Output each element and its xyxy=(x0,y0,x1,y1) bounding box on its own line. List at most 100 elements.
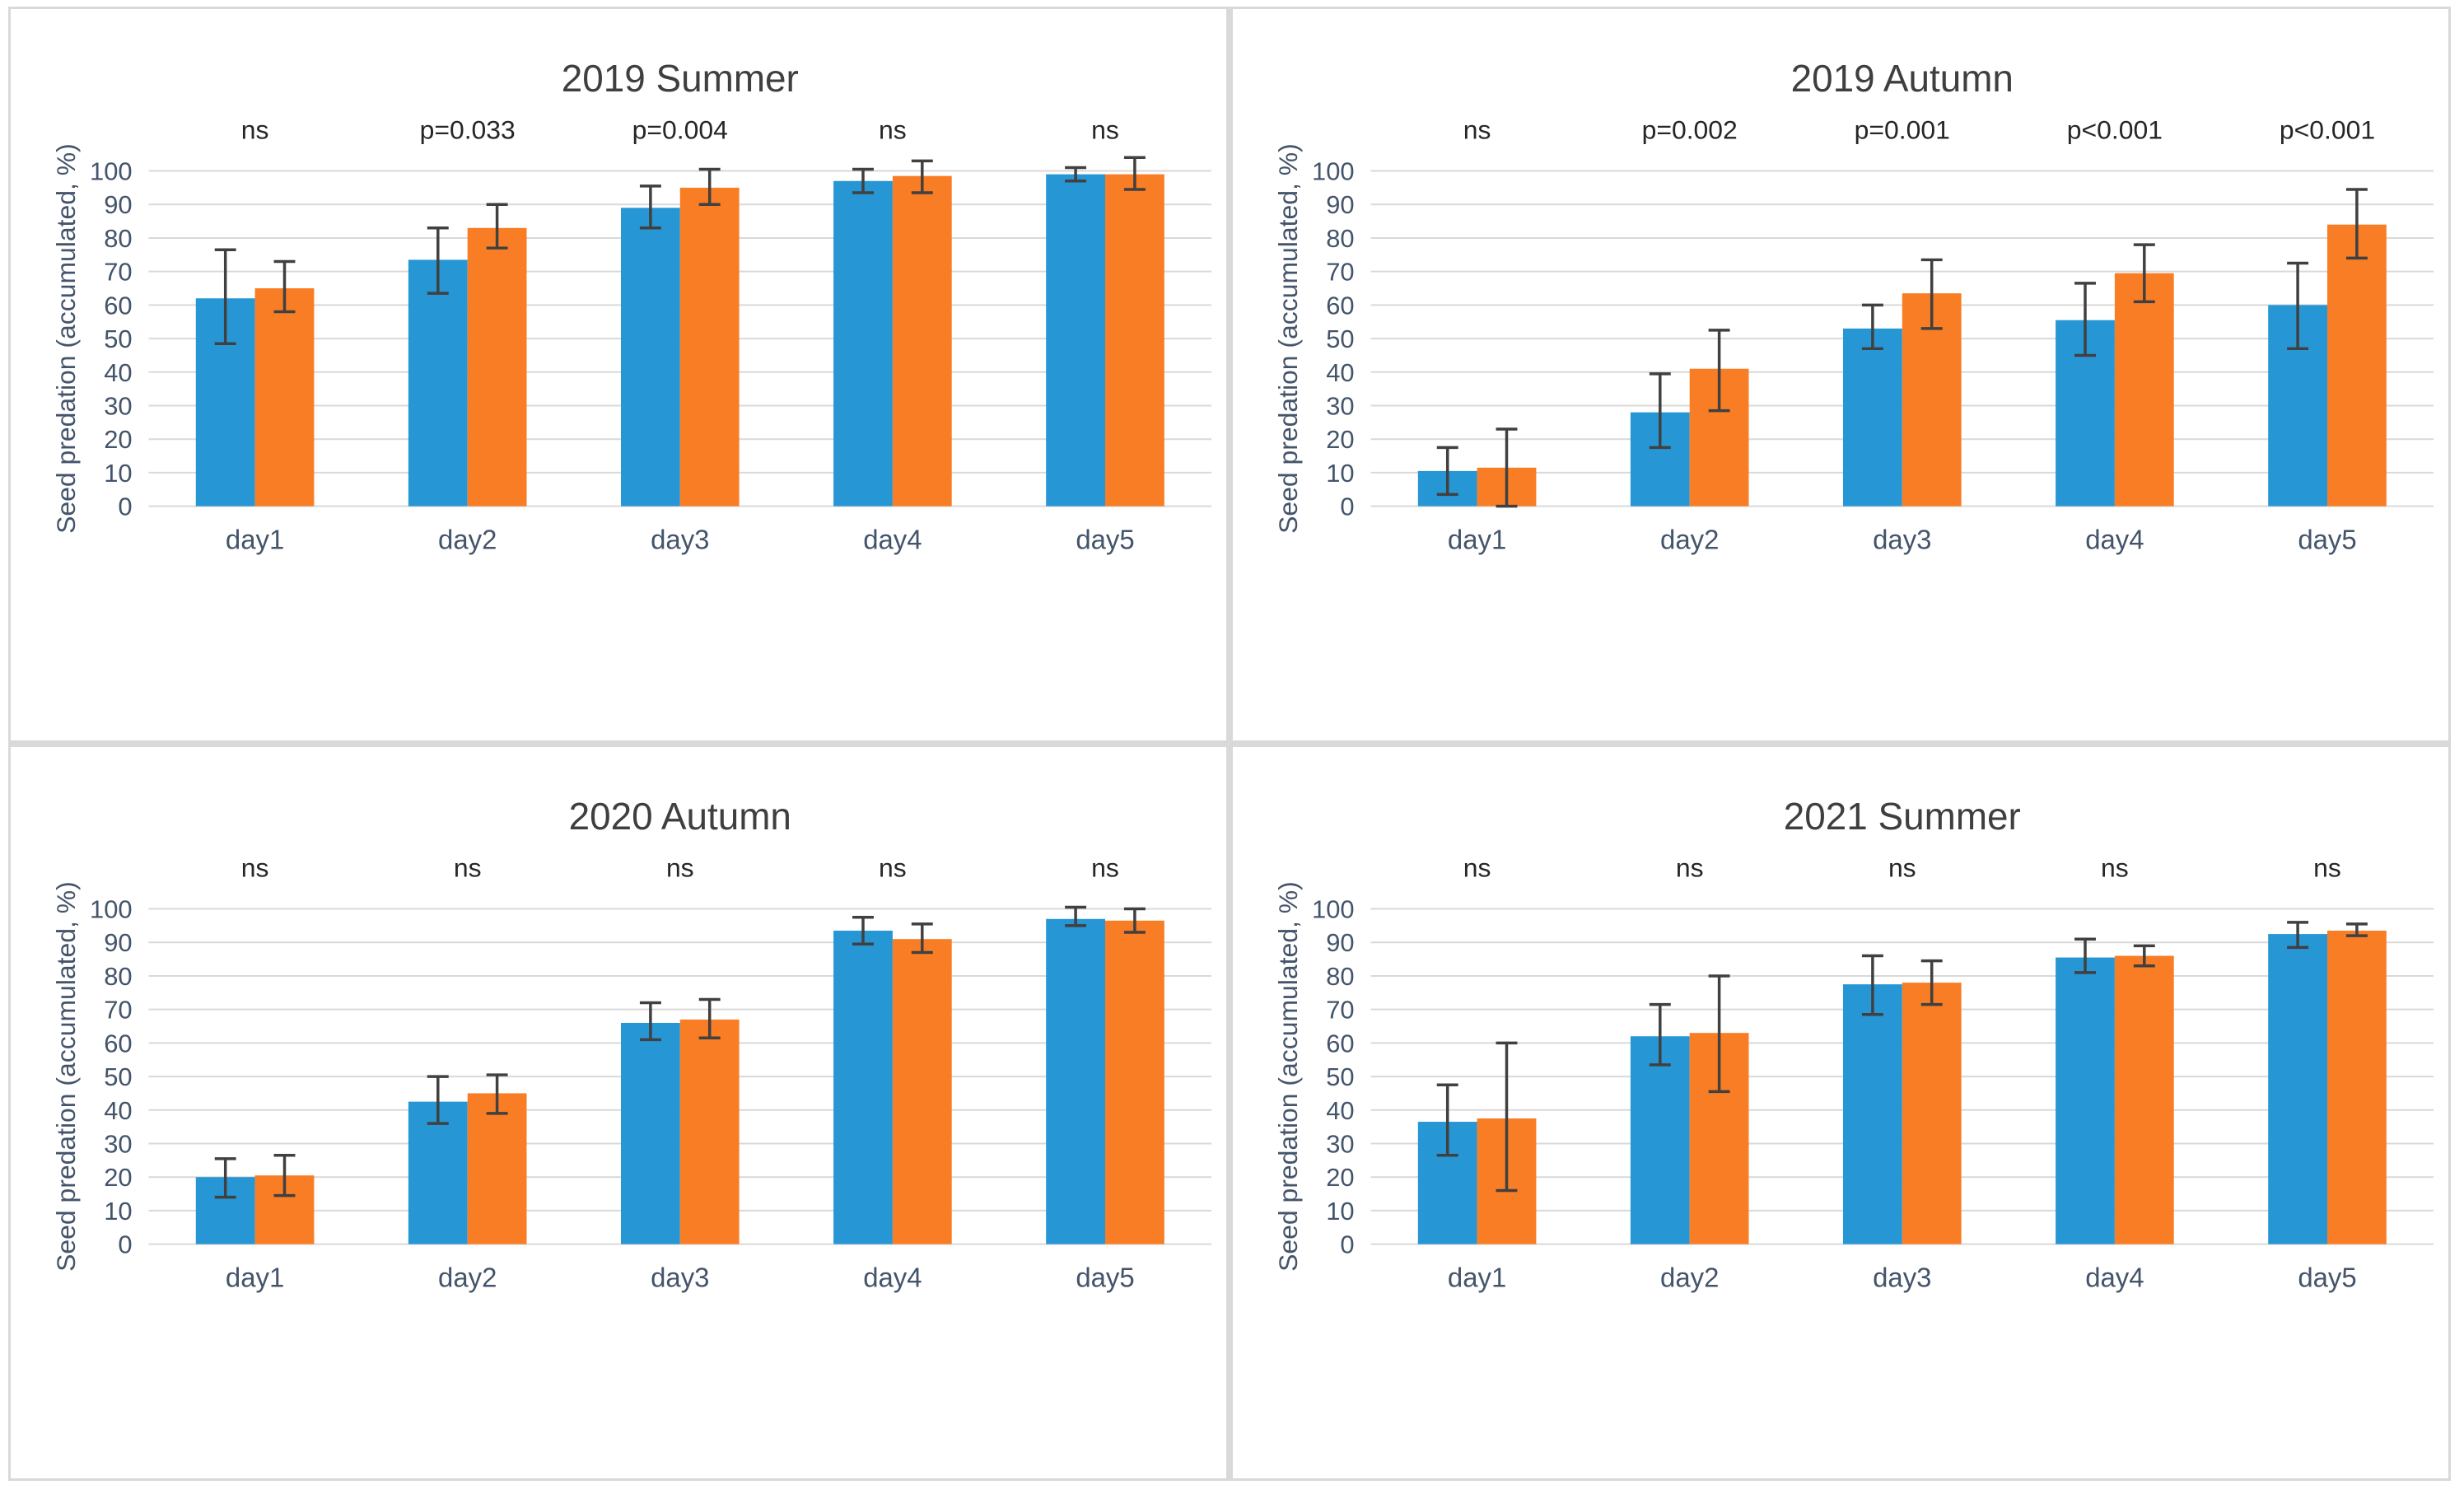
x-tick-label: day3 xyxy=(1873,525,1931,555)
vertical-divider xyxy=(1226,747,1233,1478)
y-tick-label: 20 xyxy=(1326,425,1354,454)
y-tick-label: 10 xyxy=(1326,1197,1354,1226)
y-tick-label: 60 xyxy=(104,291,132,320)
error-bar-blue-series-day4 xyxy=(2074,937,2096,974)
bar-blue-series-day2 xyxy=(408,259,468,507)
significance-annotation: ns xyxy=(666,853,694,883)
bar-orange-series-day3 xyxy=(679,187,740,507)
error-bar-blue-series-day4 xyxy=(852,167,874,194)
bar-blue-series-day3 xyxy=(620,208,680,507)
chart-panel-bottom-right: 2021 Summer 0 10 20 30 40 50 60 70 80 90 100 Seed pr… xyxy=(1233,747,2448,1478)
error-bar-blue-series-day1 xyxy=(214,248,236,345)
bar-orange-series-day1 xyxy=(254,288,315,507)
error-bar-orange-series-day2 xyxy=(486,1073,508,1115)
y-tick-label: 30 xyxy=(1326,1129,1354,1158)
x-tick-label: day2 xyxy=(1660,1263,1719,1293)
significance-annotation: p=0.002 xyxy=(1642,115,1738,145)
x-tick-label: day2 xyxy=(1660,525,1719,555)
error-bar-orange-series-day3 xyxy=(1920,258,1943,330)
y-tick-label: 10 xyxy=(1326,459,1354,488)
significance-annotation: ns xyxy=(1676,853,1704,883)
error-bar-orange-series-day5 xyxy=(2345,922,2368,937)
error-bar-blue-series-day2 xyxy=(1649,1002,1671,1067)
bar-blue-series-day5 xyxy=(1046,174,1105,507)
error-bar-blue-series-day1 xyxy=(214,1157,236,1199)
error-bar-orange-series-day2 xyxy=(486,203,508,250)
significance-annotation: ns xyxy=(2101,853,2129,883)
y-axis-label: Seed predation (accumulated, %) xyxy=(1273,881,1303,1272)
chart-svg-2020-autumn: 2020 Autumn 0 10 20 30 40 50 60 70 80 90 100 Seed pr… xyxy=(51,795,1212,1293)
y-tick-label: 80 xyxy=(1326,962,1354,991)
significance-annotation: p=0.001 xyxy=(1855,115,1950,145)
significance-annotation: ns xyxy=(454,853,482,883)
bar-orange-series-day2 xyxy=(467,227,527,507)
significance-annotation: p<0.001 xyxy=(2067,115,2163,145)
x-tick-label: day4 xyxy=(2085,525,2144,555)
x-tick-label: day5 xyxy=(1076,1263,1134,1293)
significance-annotation: ns xyxy=(241,115,269,145)
error-bar-orange-series-day2 xyxy=(1708,974,1730,1094)
error-bar-blue-series-day2 xyxy=(1649,372,1671,450)
bar-blue-series-day2 xyxy=(408,1101,468,1244)
significance-annotation: ns xyxy=(1888,853,1916,883)
bar-orange-series-day4 xyxy=(2114,273,2174,507)
error-bar-orange-series-day2 xyxy=(1708,329,1730,413)
x-tick-label: day2 xyxy=(438,525,497,555)
y-tick-label: 50 xyxy=(1326,1062,1354,1091)
y-tick-label: 20 xyxy=(104,425,132,454)
bar-blue-series-day3 xyxy=(1842,984,1902,1244)
bar-orange-series-day5 xyxy=(2326,931,2387,1244)
error-bar-blue-series-day5 xyxy=(1065,905,1087,927)
significance-annotation: ns xyxy=(1463,115,1491,145)
y-tick-label: 0 xyxy=(118,493,132,521)
error-bar-blue-series-day5 xyxy=(2287,261,2309,351)
y-axis-label: Seed predation (accumulated, %) xyxy=(51,881,81,1272)
y-tick-label: 90 xyxy=(104,190,132,219)
x-tick-label: day1 xyxy=(1448,525,1506,555)
horizontal-divider xyxy=(11,740,2448,747)
error-bar-orange-series-day5 xyxy=(1123,907,1146,934)
bar-orange-series-day4 xyxy=(892,175,952,507)
y-tick-label: 10 xyxy=(104,459,132,488)
significance-annotation: p=0.033 xyxy=(420,115,516,145)
significance-annotation: ns xyxy=(879,853,907,883)
y-tick-label: 100 xyxy=(90,895,133,924)
error-bar-orange-series-day1 xyxy=(273,259,296,314)
y-tick-label: 40 xyxy=(1326,358,1354,387)
bar-blue-series-day5 xyxy=(2268,934,2327,1244)
error-bar-orange-series-day4 xyxy=(2133,944,2155,968)
error-bar-blue-series-day4 xyxy=(2074,282,2096,357)
error-bar-blue-series-day2 xyxy=(427,226,449,295)
error-bar-orange-series-day4 xyxy=(911,159,933,194)
y-tick-label: 10 xyxy=(104,1197,132,1226)
bar-blue-series-day3 xyxy=(620,1022,680,1244)
x-tick-label: day5 xyxy=(2298,1263,2356,1293)
chart-panel-bottom-left: 2020 Autumn 0 10 20 30 40 50 60 70 80 90 100 Seed pr… xyxy=(11,747,1226,1478)
significance-annotation: ns xyxy=(1463,853,1491,883)
error-bar-orange-series-day1 xyxy=(1496,1041,1518,1193)
significance-annotation: ns xyxy=(1091,853,1119,883)
bar-orange-series-day2 xyxy=(467,1093,527,1244)
significance-annotation: ns xyxy=(2313,853,2341,883)
y-tick-label: 70 xyxy=(104,996,132,1025)
chart-title: 2019 Summer xyxy=(562,57,799,100)
bar-orange-series-day5 xyxy=(1104,174,1164,507)
error-bar-blue-series-day2 xyxy=(427,1075,449,1125)
y-tick-label: 0 xyxy=(1340,493,1354,521)
error-bar-orange-series-day1 xyxy=(273,1154,296,1198)
error-bar-blue-series-day5 xyxy=(1065,166,1087,183)
x-tick-label: day1 xyxy=(226,525,284,555)
y-tick-label: 20 xyxy=(1326,1163,1354,1192)
y-tick-label: 90 xyxy=(1326,190,1354,219)
y-tick-label: 40 xyxy=(104,1096,132,1125)
y-tick-label: 20 xyxy=(104,1163,132,1192)
chart-title: 2020 Autumn xyxy=(569,795,791,838)
y-tick-label: 90 xyxy=(1326,928,1354,957)
error-bar-orange-series-day3 xyxy=(698,167,721,207)
y-tick-label: 80 xyxy=(1326,224,1354,253)
x-tick-label: day4 xyxy=(863,525,922,555)
y-tick-label: 40 xyxy=(104,358,132,387)
bar-blue-series-day4 xyxy=(2056,957,2115,1244)
error-bar-blue-series-day5 xyxy=(2287,921,2309,950)
error-bar-blue-series-day3 xyxy=(639,1001,661,1042)
